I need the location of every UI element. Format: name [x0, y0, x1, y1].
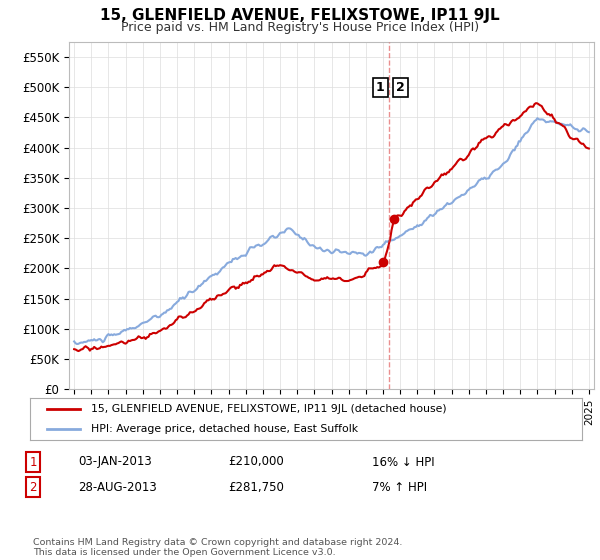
Text: 03-JAN-2013: 03-JAN-2013: [78, 455, 152, 469]
Text: 2: 2: [29, 480, 37, 494]
Text: Contains HM Land Registry data © Crown copyright and database right 2024.
This d: Contains HM Land Registry data © Crown c…: [33, 538, 403, 557]
Text: 15, GLENFIELD AVENUE, FELIXSTOWE, IP11 9JL: 15, GLENFIELD AVENUE, FELIXSTOWE, IP11 9…: [100, 8, 500, 24]
Text: HPI: Average price, detached house, East Suffolk: HPI: Average price, detached house, East…: [91, 424, 358, 434]
Text: 28-AUG-2013: 28-AUG-2013: [78, 480, 157, 494]
Text: 15, GLENFIELD AVENUE, FELIXSTOWE, IP11 9JL (detached house): 15, GLENFIELD AVENUE, FELIXSTOWE, IP11 9…: [91, 404, 446, 414]
Text: £281,750: £281,750: [228, 480, 284, 494]
Text: 1: 1: [29, 455, 37, 469]
Text: 2: 2: [396, 81, 404, 94]
Text: 16% ↓ HPI: 16% ↓ HPI: [372, 455, 434, 469]
Text: Price paid vs. HM Land Registry's House Price Index (HPI): Price paid vs. HM Land Registry's House …: [121, 21, 479, 34]
Text: 1: 1: [376, 81, 385, 94]
Text: 7% ↑ HPI: 7% ↑ HPI: [372, 480, 427, 494]
Text: £210,000: £210,000: [228, 455, 284, 469]
